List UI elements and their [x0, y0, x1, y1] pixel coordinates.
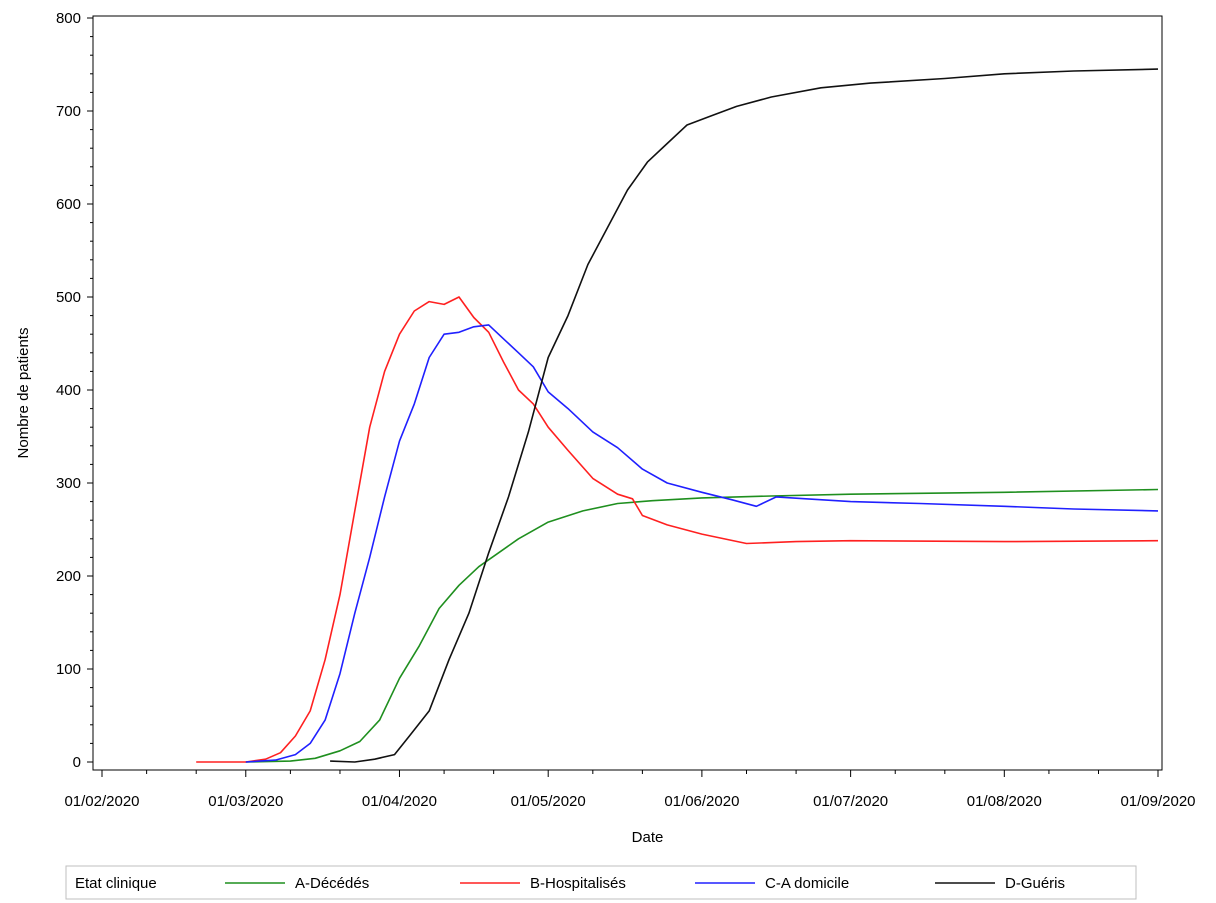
- plot-frame: [92, 15, 1163, 771]
- y-tick-label: 100: [56, 661, 81, 678]
- legend: Etat clinique A-Décédés B-Hospitalisés C-A …: [65, 865, 1137, 900]
- x-tick-label: 01/07/2020: [813, 793, 888, 810]
- series-line-1: [245, 488, 1159, 763]
- y-tick-label: 400: [56, 382, 81, 399]
- x-tick-label: 01/06/2020: [664, 793, 739, 810]
- x-tick-label: 01/09/2020: [1120, 793, 1195, 810]
- legend-label: B-Hospitalisés: [530, 875, 626, 892]
- series-line-3: [245, 324, 1159, 763]
- y-tick-label: 800: [56, 10, 81, 27]
- legend-label: D-Guéris: [1005, 875, 1065, 892]
- axes: 0 100 200 300 400 500 600 700 800 01/02/2020 01/03…: [15, 10, 1196, 846]
- x-tick-label: 01/08/2020: [967, 793, 1042, 810]
- y-tick-label: 700: [56, 103, 81, 120]
- legend-label: A-Décédés: [295, 875, 369, 892]
- legend-label: C-A domicile: [765, 875, 849, 892]
- y-tick-label: 200: [56, 568, 81, 585]
- legend-title: Etat clinique: [75, 875, 157, 892]
- y-axis-title: Nombre de patients: [15, 328, 32, 459]
- y-tick-label: 300: [56, 475, 81, 492]
- x-tick-label: 01/05/2020: [511, 793, 586, 810]
- x-tick-label: 01/04/2020: [362, 793, 437, 810]
- series-line-2: [196, 296, 1159, 763]
- series-layer: [196, 68, 1159, 763]
- x-tick-label: 01/02/2020: [64, 793, 139, 810]
- series-line-4: [330, 68, 1159, 763]
- y-tick-label: 600: [56, 196, 81, 213]
- y-tick-label: 0: [73, 754, 81, 771]
- y-tick-label: 500: [56, 289, 81, 306]
- x-axis-title: Date: [632, 829, 664, 846]
- x-tick-label: 01/03/2020: [208, 793, 283, 810]
